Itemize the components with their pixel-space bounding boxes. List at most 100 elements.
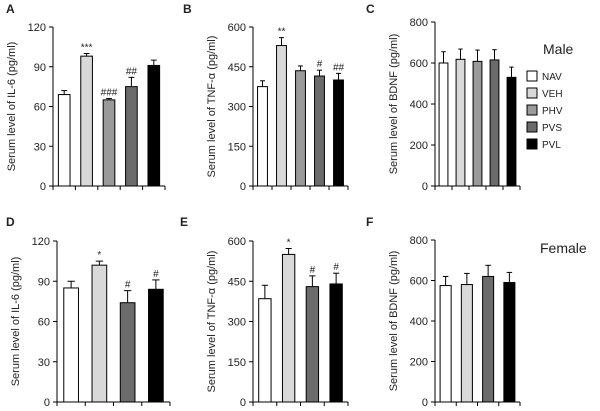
y-tick-label: 90: [34, 62, 46, 74]
y-tick-label: 60: [34, 102, 46, 114]
y-tick-label: 120: [32, 236, 50, 248]
legend-swatch-veh: [526, 87, 538, 99]
y-tick-label: 600: [410, 276, 428, 288]
bar-phv: [102, 99, 116, 187]
panel-letter: D: [6, 215, 15, 229]
bar-pvs: [119, 302, 136, 403]
group-label-male: Male: [543, 41, 574, 57]
significance-mark: #: [153, 269, 159, 280]
y-axis-label: Serum level of TNF-α (pg/ml): [206, 36, 218, 178]
legend-label-phv: PHV: [542, 106, 563, 117]
y-tick-label: 120: [28, 22, 46, 34]
legend-label-pvs: PVS: [542, 123, 562, 134]
bar-phv: [472, 60, 483, 187]
y-tick-label: 600: [228, 22, 246, 34]
legend-swatch-phv: [526, 104, 538, 116]
y-tick-label: 0: [44, 397, 50, 409]
bar-veh: [80, 55, 93, 187]
significance-mark: #: [310, 265, 316, 276]
panel-d: D Serum level of IL-6 (pg/ml) 0 30 60 90 120 * #…: [6, 215, 171, 409]
bar-veh: [281, 253, 296, 403]
y-tick-label: 300: [228, 102, 246, 114]
bar-veh: [455, 58, 466, 187]
y-tick-label: 0: [240, 397, 246, 409]
y-axis-label: Serum level of IL-6 (pg/ml): [10, 257, 22, 387]
panel-letter: E: [180, 215, 188, 229]
legend-label-pvl: PVL: [542, 140, 561, 151]
y-tick-label: 800: [410, 235, 428, 247]
bar-nav: [258, 298, 272, 403]
y-tick-label: 200: [410, 357, 428, 369]
significance-mark: **: [278, 27, 286, 38]
bar-pvs: [305, 286, 320, 403]
legend: NAV VEH PHV PVS PVL: [526, 70, 563, 151]
bar-pvl: [147, 64, 161, 187]
significance-mark: *: [97, 250, 101, 261]
y-tick-label: 0: [422, 181, 428, 193]
y-tick-label: 30: [34, 141, 46, 153]
legend-label-veh: VEH: [542, 89, 563, 100]
bar-pvl: [506, 76, 517, 187]
bar-pvs: [314, 75, 325, 187]
y-tick-label: 150: [228, 141, 246, 153]
y-tick-label: 400: [410, 316, 428, 328]
significance-mark: ***: [81, 43, 93, 54]
bar-veh: [91, 264, 108, 403]
bar-pvl: [329, 283, 343, 403]
y-tick-label: 300: [228, 317, 246, 329]
panel-letter: F: [366, 215, 373, 229]
y-tick-label: 600: [410, 58, 428, 70]
panel-f: F Serum level of BDNF (pg/ml) 0 200 400 600 80…: [366, 215, 521, 409]
bar-pvs: [125, 86, 138, 187]
bar-nav: [439, 285, 452, 403]
significance-mark: #: [333, 262, 339, 273]
y-axis-label: Serum level of IL-6 (pg/ml): [6, 42, 18, 172]
y-tick-label: 0: [422, 397, 428, 409]
bar-pvl: [148, 288, 164, 403]
bar-phv: [295, 70, 306, 187]
panel-b: B Serum level of TNF-α (pg/ml) 0 150 300 450 6…: [183, 2, 349, 193]
significance-mark: ##: [126, 66, 138, 77]
y-tick-label: 30: [38, 357, 50, 369]
y-tick-label: 450: [228, 62, 246, 74]
panel-a: A Serum level of IL-6 (pg/ml) 0 30 60 90 120 **…: [6, 2, 166, 193]
y-tick-label: 400: [410, 99, 428, 111]
significance-mark: ##: [333, 62, 345, 73]
bar-pvl: [503, 282, 516, 403]
significance-mark: ###: [101, 88, 118, 99]
bar-nav: [257, 86, 268, 187]
y-tick-label: 200: [410, 140, 428, 152]
panel-letter: B: [183, 2, 192, 16]
panel-c: C Serum level of BDNF (pg/ml) 0 200 400 600 80…: [366, 2, 521, 193]
group-label-female: Female: [540, 240, 587, 256]
panel-letter: C: [366, 2, 375, 16]
bar-veh: [460, 284, 473, 403]
bar-nav: [438, 62, 449, 187]
panel-letter: A: [6, 2, 15, 16]
significance-mark: *: [287, 238, 291, 249]
y-axis-label: Serum level of TNF-α (pg/ml): [206, 251, 218, 393]
y-tick-label: 150: [228, 357, 246, 369]
bar-pvl: [333, 79, 344, 187]
y-tick-label: 90: [38, 276, 50, 288]
y-tick-label: 0: [40, 181, 46, 193]
y-tick-label: 800: [410, 17, 428, 29]
y-axis-label: Serum level of BDNF (pg/ml): [388, 251, 400, 392]
bar-pvs: [489, 59, 500, 187]
legend-swatch-nav: [526, 70, 538, 82]
y-tick-label: 450: [228, 276, 246, 288]
bar-nav: [63, 287, 79, 403]
bar-pvs: [482, 275, 495, 403]
y-tick-label: 0: [240, 181, 246, 193]
y-axis-label: Serum level of BDNF (pg/ml): [388, 34, 400, 175]
panel-e: E Serum level of TNF-α (pg/ml) 0 150 300 450 6…: [180, 215, 349, 409]
significance-mark: #: [317, 59, 323, 70]
significance-mark: #: [125, 280, 131, 291]
bar-nav: [57, 94, 71, 187]
y-tick-label: 60: [38, 317, 50, 329]
legend-swatch-pvs: [526, 121, 538, 133]
bar-veh: [276, 45, 287, 187]
legend-swatch-pvl: [526, 138, 538, 150]
